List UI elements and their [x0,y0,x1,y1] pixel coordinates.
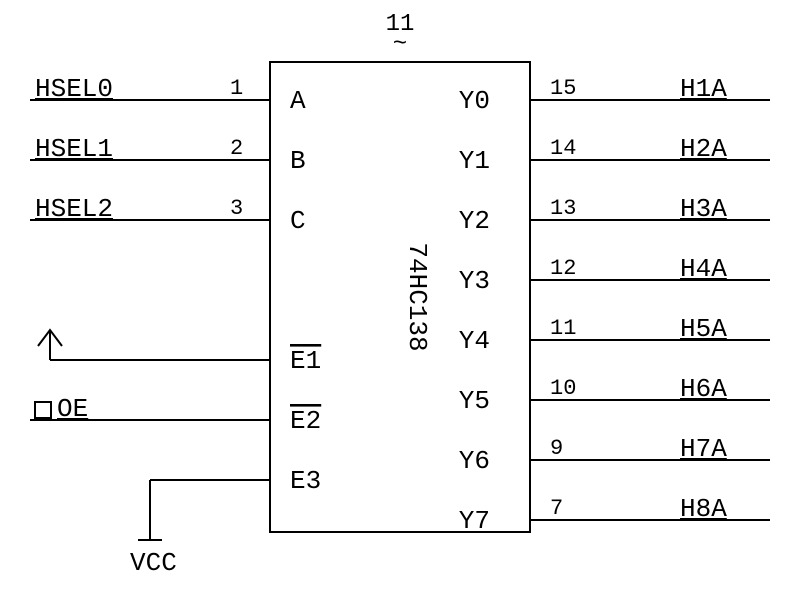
pin-num-Y6: 9 [550,436,563,461]
pin-num-Y7: 7 [550,496,563,521]
refdes-tilde: ~ [393,31,407,58]
pin-label-C: C [290,206,306,236]
pin-num-Y3: 12 [550,256,576,281]
pin-label-E3: E3 [290,466,321,496]
net-label-C: HSEL2 [35,194,113,224]
net-label-Y2: H3A [680,194,727,224]
pin-label-E2: E2 [290,406,321,436]
pin-label-Y3: Y3 [459,266,490,296]
pin-label-A: A [290,86,306,116]
chip-body [270,62,530,532]
pin-num-Y1: 14 [550,136,576,161]
net-label-Y4: H5A [680,314,727,344]
chip-name: 74HC138 [402,242,432,351]
net-label-A: HSEL0 [35,74,113,104]
pin-num-Y2: 13 [550,196,576,221]
pin-num-Y5: 10 [550,376,576,401]
pin-label-Y0: Y0 [459,86,490,116]
net-label-VCC: VCC [130,548,177,578]
net-label-Y1: H2A [680,134,727,164]
pin-num-B: 2 [230,136,243,161]
net-label-Y5: H6A [680,374,727,404]
pin-label-Y1: Y1 [459,146,490,176]
net-label-Y3: H4A [680,254,727,284]
oe-square-marker [35,402,51,418]
pin-num-A: 1 [230,76,243,101]
pin-label-E1: E1 [290,346,321,376]
net-label-Y0: H1A [680,74,727,104]
net-label-Y7: H8A [680,494,727,524]
pin-label-Y7: Y7 [459,506,490,536]
net-label-E2: OE [57,394,88,424]
pin-label-Y2: Y2 [459,206,490,236]
decoder-schematic: 11 ~74HC138 A 1 HSEL0 B 2 HSEL1 C 3 HSEL2 E1 E2 OE E3 V… [0,0,800,602]
net-label-Y6: H7A [680,434,727,464]
pin-label-Y6: Y6 [459,446,490,476]
pin-label-Y4: Y4 [459,326,490,356]
pin-label-Y5: Y5 [459,386,490,416]
pin-num-C: 3 [230,196,243,221]
net-label-B: HSEL1 [35,134,113,164]
pin-num-Y0: 15 [550,76,576,101]
pin-num-Y4: 11 [550,316,576,341]
pin-label-B: B [290,146,306,176]
